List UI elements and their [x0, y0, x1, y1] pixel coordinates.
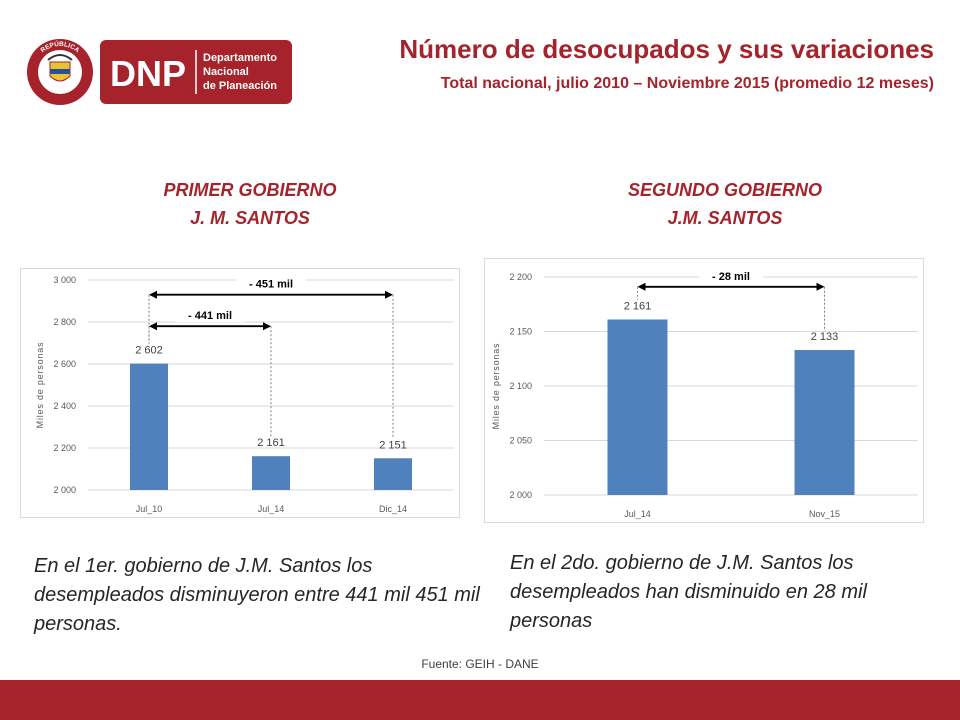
arrowhead-right	[385, 290, 393, 299]
logo-line-2: Nacional	[203, 66, 249, 78]
y-tick-label: 2 800	[53, 317, 76, 327]
y-tick-label: 2 000	[509, 490, 532, 500]
y-tick-label: 2 100	[509, 381, 532, 391]
chart-frame	[20, 268, 460, 518]
annotation-label: - 441 mil	[188, 310, 232, 322]
dnp-logo: REPÚBLICA DNP Departamento Nacional de P…	[26, 38, 292, 106]
value-label: 2 133	[811, 331, 839, 343]
y-tick-label: 3 000	[53, 275, 76, 285]
bar-Nov_15	[794, 350, 855, 495]
logo-line-3: de Planeación	[203, 80, 277, 92]
bar-Jul_14	[607, 319, 668, 495]
right-heading: SEGUNDO GOBIERNO J.M. SANTOS	[575, 176, 875, 232]
annotation-label-bg	[175, 308, 245, 323]
bar-Jul_10	[130, 363, 168, 490]
right-description: En el 2do. gobierno de J.M. Santos los d…	[510, 552, 867, 632]
logo-line-1: Departamento	[203, 52, 277, 64]
page-subtitle: Total nacional, julio 2010 – Noviembre 2…	[440, 75, 934, 92]
left-heading-line-1: PRIMER GOBIERNO	[163, 180, 337, 200]
value-label: 2 602	[135, 345, 163, 357]
annotation-label: - 28 mil	[712, 271, 750, 283]
left-description: En el 1er. gobierno de J.M. Santos los d…	[34, 555, 480, 635]
bar-Dic_14	[374, 458, 412, 490]
chart-second-government-svg: 2 000 2 050 2 100 2 150 2 200 Miles de person…	[484, 258, 924, 523]
x-tick-label: Jul_10	[136, 504, 163, 514]
y-tick-label: 2 200	[509, 272, 532, 282]
y-tick-label: 2 000	[53, 485, 76, 495]
left-heading-line-2: J. M. SANTOS	[190, 208, 310, 228]
y-tick-label: 2 050	[509, 436, 532, 446]
arrowhead-left	[149, 290, 157, 299]
y-axis-label: Miles de personas	[491, 343, 501, 430]
x-tick-label: Jul_14	[258, 504, 285, 514]
y-tick-label: 2 400	[53, 401, 76, 411]
y-tick-label: 2 600	[53, 359, 76, 369]
logo-acronym: DNP	[110, 53, 186, 94]
bar-Jul_14	[252, 456, 290, 490]
right-heading-line-1: SEGUNDO GOBIERNO	[627, 180, 823, 200]
colombia-seal-icon: REPÚBLICA	[27, 39, 93, 105]
right-heading-line-2: J.M. SANTOS	[667, 208, 783, 228]
page-title: Número de desocupados y sus variaciones	[399, 34, 934, 64]
x-tick-label: Jul_14	[624, 509, 651, 519]
annotation-label: - 451 mil	[249, 279, 293, 291]
annotation-label-bg	[699, 268, 763, 283]
x-tick-label: Nov_15	[809, 509, 840, 519]
y-tick-label: 2 150	[509, 327, 532, 337]
chart-frame	[484, 258, 924, 523]
arrowhead-left	[637, 282, 646, 291]
arrowhead-right	[816, 282, 825, 291]
y-tick-label: 2 200	[53, 443, 76, 453]
arrowhead-right	[263, 322, 271, 331]
left-heading: PRIMER GOBIERNO J. M. SANTOS	[100, 176, 400, 232]
y-axis-label: Miles de personas	[35, 342, 45, 429]
chart-second-government: 2 000 2 050 2 100 2 150 2 200 Miles de person…	[484, 258, 924, 523]
value-label: 2 161	[624, 301, 652, 313]
chart-first-government: 2 000 2 200 2 400 2 600 2 800 3 000 Miles de p…	[20, 268, 460, 518]
x-tick-label: Dic_14	[379, 504, 407, 514]
footer-bar	[0, 680, 960, 720]
arrowhead-left	[149, 322, 157, 331]
annotation-label-bg	[236, 276, 306, 291]
source-note: Fuente: GEIH - DANE	[421, 657, 539, 671]
value-label: 2 161	[257, 437, 285, 449]
chart-first-government-svg: 2 000 2 200 2 400 2 600 2 800 3 000 Miles de p…	[20, 268, 460, 518]
value-label: 2 151	[379, 439, 407, 451]
